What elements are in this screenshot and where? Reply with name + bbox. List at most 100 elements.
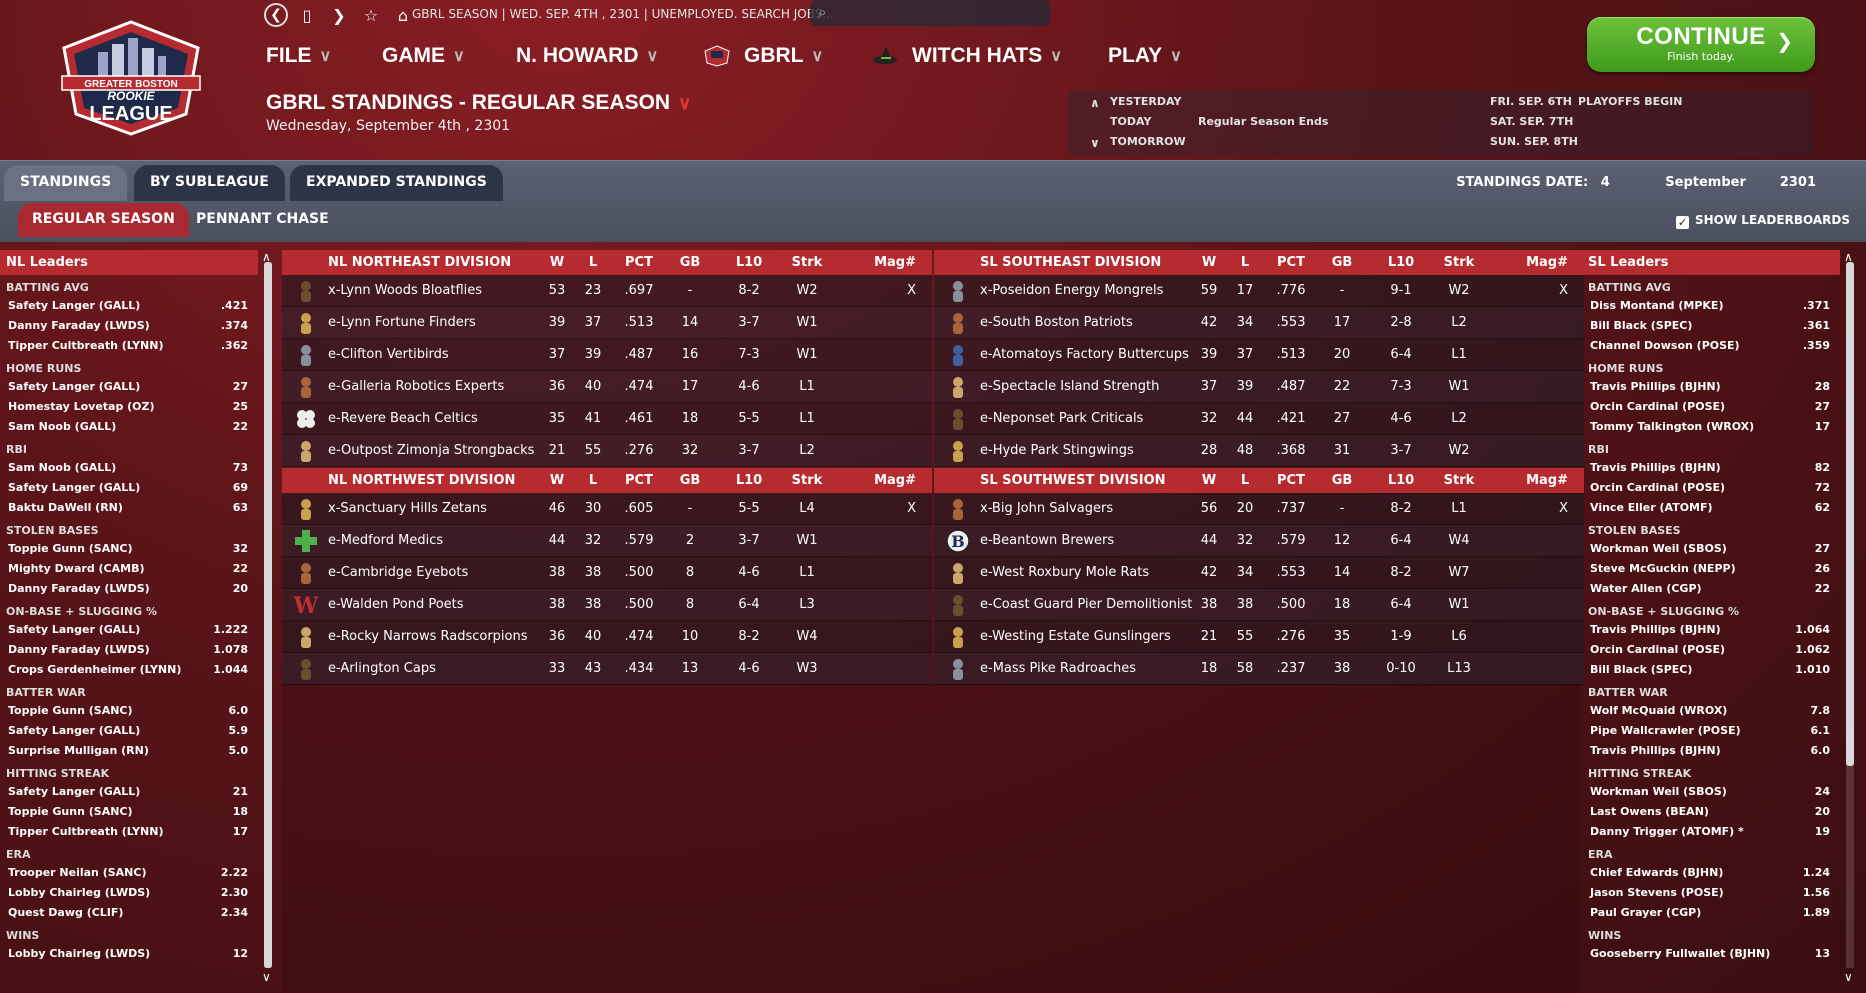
column-header-l10[interactable]: L10 xyxy=(735,473,763,488)
leader-name[interactable]: Crops Gerdenheimer (LYNN) xyxy=(8,663,182,676)
leader-row[interactable]: Travis Phillips (BJHN) 28 xyxy=(1582,377,1840,397)
column-header-l10[interactable]: L10 xyxy=(1387,255,1415,270)
show-leaderboards-toggle[interactable]: ✓ SHOW LEADERBOARDS xyxy=(1676,213,1850,229)
column-header-gb[interactable]: GB xyxy=(1331,255,1353,270)
column-header-strk[interactable]: Strk xyxy=(1443,255,1475,270)
team-row[interactable]: e-Outpost Zimonja Strongbacks 21 55 .276 32 3… xyxy=(282,435,932,467)
league-logo[interactable]: GREATER BOSTON ROOKIE LEAGUE xyxy=(58,18,204,136)
star-icon[interactable]: ☆ xyxy=(363,5,379,25)
scroll-up-icon[interactable]: ∧ xyxy=(262,250,271,264)
leader-name[interactable]: Safety Langer (GALL) xyxy=(8,785,141,798)
leader-name[interactable]: Chief Edwards (BJHN) xyxy=(1590,866,1724,879)
column-header-strk[interactable]: Strk xyxy=(791,255,823,270)
team-name[interactable]: e-Galleria Robotics Experts xyxy=(328,379,505,394)
leader-name[interactable]: Baktu DaWell (RN) xyxy=(8,501,123,514)
column-header-w[interactable]: W xyxy=(1201,255,1217,270)
team-row[interactable]: x-Lynn Woods Bloatflies 53 23 .697 - 8-2 W2 X xyxy=(282,275,932,307)
team-name[interactable]: e-Rocky Narrows Radscorpions xyxy=(328,629,528,644)
team-name[interactable]: e-Westing Estate Gunslingers xyxy=(980,629,1171,644)
leader-row[interactable]: Vince Eller (ATOMF) 62 xyxy=(1582,498,1840,518)
leader-row[interactable]: Danny Faraday (LWDS) 1.078 xyxy=(0,640,258,660)
team-name[interactable]: e-Arlington Caps xyxy=(328,661,436,676)
column-header-l10[interactable]: L10 xyxy=(1387,473,1415,488)
leader-name[interactable]: Danny Faraday (LWDS) xyxy=(8,319,150,332)
nl-leaders-scrollbar[interactable] xyxy=(264,262,272,968)
chevron-down-icon[interactable]: ∨ xyxy=(1090,136,1100,150)
team-row[interactable]: x-Poseidon Energy Mongrels 59 17 .776 - 9-1 W2… xyxy=(934,275,1584,307)
menu-manager[interactable]: N. HOWARD ∨ xyxy=(516,44,704,68)
division-name[interactable]: SL SOUTHWEST DIVISION xyxy=(980,473,1166,488)
leader-name[interactable]: Surprise Mulligan (RN) xyxy=(8,744,149,757)
leader-name[interactable]: Bill Black (SPEC) xyxy=(1590,663,1693,676)
home-icon[interactable]: ⌂ xyxy=(397,5,409,25)
bookmark-icon[interactable]: ▯ xyxy=(302,5,312,25)
leader-name[interactable]: Toppie Gunn (SANC) xyxy=(8,805,133,818)
leader-row[interactable]: Danny Trigger (ATOMF) * 19 xyxy=(1582,822,1840,842)
leader-name[interactable]: Travis Phillips (BJHN) xyxy=(1590,380,1721,393)
leader-row[interactable]: Trooper Neilan (SANC) 2.22 xyxy=(0,863,258,883)
leader-name[interactable]: Jason Stevens (POSE) xyxy=(1590,886,1724,899)
team-row[interactable]: e-Spectacle Island Strength 37 39 .487 22 7-3… xyxy=(934,371,1584,403)
leader-name[interactable]: Orcin Cardinal (POSE) xyxy=(1590,643,1726,656)
calendar-today[interactable]: TODAY xyxy=(1110,115,1152,128)
leader-name[interactable]: Tommy Talkington (WROX) xyxy=(1590,420,1755,433)
team-row[interactable]: x-Big John Salvagers 56 20 .737 - 8-2 L1 X xyxy=(934,493,1584,525)
tab-expanded-standings[interactable]: EXPANDED STANDINGS xyxy=(290,165,503,201)
checkbox-icon[interactable]: ✓ xyxy=(1676,216,1689,229)
leader-row[interactable]: Wolf McQuaid (WROX) 7.8 xyxy=(1582,701,1840,721)
team-row[interactable]: e-West Roxbury Mole Rats 42 34 .553 14 8-2 W7 xyxy=(934,557,1584,589)
tab-standings[interactable]: STANDINGS xyxy=(4,165,128,201)
forward-icon[interactable]: ❯ xyxy=(332,5,346,25)
menu-file[interactable]: FILE ∨ xyxy=(266,44,382,68)
leader-name[interactable]: Pipe Wallcrawler (POSE) xyxy=(1590,724,1741,737)
leader-row[interactable]: Channel Dowson (POSE) .359 xyxy=(1582,336,1840,356)
leader-name[interactable]: Steve McGuckin (NEPP) xyxy=(1590,562,1736,575)
leader-name[interactable]: Tipper Cultbreath (LYNN) xyxy=(8,339,164,352)
scroll-down-icon[interactable]: ∨ xyxy=(1844,970,1853,984)
leader-row[interactable]: Toppie Gunn (SANC) 6.0 xyxy=(0,701,258,721)
column-header-mag[interactable]: Mag# xyxy=(874,473,916,488)
leader-row[interactable]: Sam Noob (GALL) 22 xyxy=(0,417,258,437)
leader-row[interactable]: Workman Weil (SBOS) 24 xyxy=(1582,782,1840,802)
team-name[interactable]: e-Walden Pond Poets xyxy=(328,597,464,612)
leader-row[interactable]: Paul Grayer (CGP) 1.89 xyxy=(1582,903,1840,923)
leader-name[interactable]: Safety Langer (GALL) xyxy=(8,724,141,737)
leader-name[interactable]: Tipper Cultbreath (LYNN) xyxy=(8,825,164,838)
leader-row[interactable]: Danny Faraday (LWDS) 20 xyxy=(0,579,258,599)
leader-row[interactable]: Last Owens (BEAN) 20 xyxy=(1582,802,1840,822)
search-input[interactable]: ⌕ xyxy=(810,0,1050,26)
team-name[interactable]: e-South Boston Patriots xyxy=(980,315,1133,330)
leader-name[interactable]: Quest Dawg (CLIF) xyxy=(8,906,124,919)
leader-row[interactable]: Toppie Gunn (SANC) 32 xyxy=(0,539,258,559)
column-header-strk[interactable]: Strk xyxy=(791,473,823,488)
leader-row[interactable]: Chief Edwards (BJHN) 1.24 xyxy=(1582,863,1840,883)
standings-year[interactable]: 2301 xyxy=(1779,175,1816,190)
team-name[interactable]: e-Medford Medics xyxy=(328,533,444,548)
leader-row[interactable]: Orcin Cardinal (POSE) 1.062 xyxy=(1582,640,1840,660)
leader-name[interactable]: Toppie Gunn (SANC) xyxy=(8,542,133,555)
leader-name[interactable]: Channel Dowson (POSE) xyxy=(1590,339,1740,352)
leader-row[interactable]: Diss Montand (MPKE) .371 xyxy=(1582,296,1840,316)
division-name[interactable]: SL SOUTHEAST DIVISION xyxy=(980,255,1162,270)
calendar-yesterday[interactable]: YESTERDAY xyxy=(1110,95,1182,108)
team-row[interactable]: e-Neponset Park Criticals 32 44 .421 27 4-6 L2 xyxy=(934,403,1584,435)
team-row[interactable]: e-Rocky Narrows Radscorpions 36 40 .474 10 8-… xyxy=(282,621,932,653)
leader-name[interactable]: Homestay Lovetap (OZ) xyxy=(8,400,155,413)
leader-row[interactable]: Pipe Wallcrawler (POSE) 6.1 xyxy=(1582,721,1840,741)
column-header-l[interactable]: L xyxy=(588,473,598,488)
team-row[interactable]: e-Lynn Fortune Finders 39 37 .513 14 3-7 W1 xyxy=(282,307,932,339)
team-row[interactable]: e-Atomatoys Factory Buttercups 39 37 .513 20… xyxy=(934,339,1584,371)
leader-row[interactable]: Lobby Chairleg (LWDS) 2.30 xyxy=(0,883,258,903)
team-name[interactable]: e-Clifton Vertibirds xyxy=(328,347,449,362)
column-header-pct[interactable]: PCT xyxy=(1277,473,1305,488)
team-name[interactable]: e-Lynn Fortune Finders xyxy=(328,315,476,330)
team-name[interactable]: e-Beantown Brewers xyxy=(980,533,1115,548)
leader-row[interactable]: Homestay Lovetap (OZ) 25 xyxy=(0,397,258,417)
team-row[interactable]: e-Revere Beach Celtics 35 41 .461 18 5-5 L1 xyxy=(282,403,932,435)
team-name[interactable]: e-Atomatoys Factory Buttercups xyxy=(980,347,1189,362)
team-name[interactable]: x-Big John Salvagers xyxy=(980,501,1114,516)
column-header-l10[interactable]: L10 xyxy=(735,255,763,270)
scroll-down-icon[interactable]: ∨ xyxy=(262,970,271,984)
menu-game[interactable]: GAME ∨ xyxy=(382,44,516,68)
leader-row[interactable]: Danny Faraday (LWDS) .374 xyxy=(0,316,258,336)
